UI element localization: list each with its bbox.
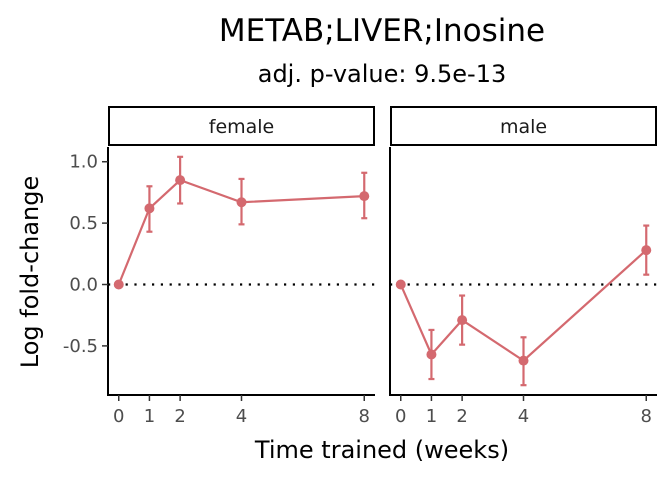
x-tick-label: 8 [359, 406, 370, 427]
x-tick-label: 4 [518, 406, 529, 427]
x-tick-label: 2 [174, 406, 185, 427]
strip-label: female [209, 116, 275, 138]
y-axis-title: Log fold-change [16, 176, 44, 369]
chart-title: METAB;LIVER;Inosine [219, 13, 545, 49]
x-tick-label: 2 [456, 406, 467, 427]
panel-female: female 0 1 2 4 8 -0.5 0.0 0.5 1.0 [63, 106, 375, 427]
strip-box [108, 106, 375, 146]
x-tick-label: 0 [113, 406, 124, 427]
y-tick-label: 0.0 [69, 275, 98, 296]
data-point [641, 245, 652, 256]
x-tick-label: 8 [641, 406, 652, 427]
data-point [144, 203, 155, 214]
strip-label: male [500, 116, 547, 138]
data-point [457, 315, 468, 326]
x-tick-label: 1 [144, 406, 155, 427]
data-point [236, 197, 247, 208]
data-point [426, 349, 437, 360]
y-tick-label: 1.0 [69, 152, 98, 173]
x-tick-label: 1 [426, 406, 437, 427]
data-point [175, 175, 186, 186]
panel-male: male 0 1 2 4 8 [389, 106, 657, 427]
strip-box [390, 106, 657, 146]
y-tick-label: 0.5 [69, 213, 98, 234]
x-axis-title: Time trained (weeks) [254, 436, 509, 464]
data-point [395, 279, 406, 290]
chart-subtitle: adj. p-value: 9.5e-13 [258, 60, 507, 88]
data-point [518, 355, 529, 366]
x-tick-label: 4 [236, 406, 247, 427]
x-tick-label: 0 [395, 406, 406, 427]
data-point [113, 279, 124, 290]
data-point [359, 191, 370, 202]
y-tick-label: -0.5 [63, 336, 98, 357]
